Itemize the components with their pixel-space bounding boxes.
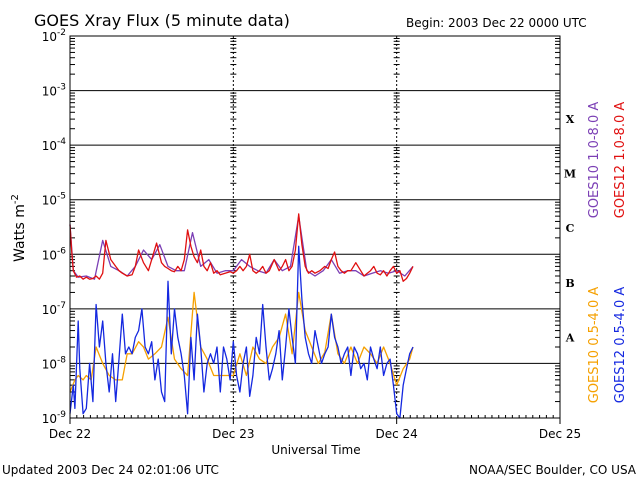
y-tick-label: 10-4 — [42, 137, 67, 153]
y-tick-exp: -7 — [57, 301, 66, 311]
y-axis-label-main: Watts m — [12, 204, 28, 262]
y-tick-label: 10-9 — [42, 410, 67, 426]
y-axis-label-exp: -2 — [10, 194, 21, 204]
chart-title: GOES Xray Flux (5 minute data) — [34, 11, 290, 30]
y-tick-base: 10 — [42, 85, 57, 99]
y-tick-exp: -2 — [57, 28, 66, 38]
series-line — [69, 215, 414, 280]
flare-class-labels: A B C M X — [564, 113, 576, 344]
plot-border — [69, 35, 561, 419]
y-tick-exp: -4 — [57, 137, 66, 147]
y-tick-label: 10-5 — [42, 192, 66, 208]
y-tick-base: 10 — [42, 30, 57, 44]
y-tick-label: 10-2 — [42, 28, 66, 44]
y-tick-base: 10 — [42, 412, 57, 426]
x-tick-label: Dec 22 — [49, 427, 91, 441]
y-tick-base: 10 — [42, 194, 57, 208]
y-tick-base: 10 — [42, 357, 57, 371]
y-tick-exp: -9 — [57, 410, 66, 420]
y-tick-label: 10-3 — [42, 83, 66, 99]
legend-entry: GOES12 0.5-4.0 A — [613, 287, 628, 404]
y-tick-exp: -3 — [57, 83, 66, 93]
y-tick-label: 10-8 — [42, 355, 67, 371]
credit: NOAA/SEC Boulder, CO USA — [469, 463, 637, 477]
legend-entry: GOES10 1.0-8.0 A — [587, 102, 602, 219]
updated-time: Updated 2003 Dec 24 02:01:06 UTC — [2, 463, 219, 477]
series-layer — [69, 213, 414, 419]
flare-class-label: C — [566, 222, 575, 235]
series-line — [69, 245, 414, 419]
legend-entry: GOES12 1.0-8.0 A — [613, 102, 628, 219]
y-tick-label: 10-7 — [42, 301, 66, 317]
x-tick-label: Dec 24 — [376, 427, 418, 441]
x-tick-label: Dec 23 — [212, 427, 254, 441]
y-tick-labels: 10-910-810-710-610-510-410-310-2 — [42, 28, 67, 426]
y-tick-base: 10 — [42, 139, 57, 153]
flare-class-label: B — [565, 277, 574, 290]
y-tick-exp: -8 — [57, 355, 66, 365]
y-tick-base: 10 — [42, 303, 57, 317]
plot-frame — [69, 35, 561, 424]
flare-class-label: X — [566, 113, 575, 126]
x-tick-label: Dec 25 — [539, 427, 581, 441]
series-line — [69, 213, 414, 282]
flare-class-label: A — [565, 331, 575, 344]
y-axis-label: Watts m-2 — [10, 194, 28, 262]
legend-entry: GOES10 0.5-4.0 A — [587, 287, 602, 404]
y-tick-exp: -5 — [57, 192, 66, 202]
y-tick-exp: -6 — [57, 246, 66, 256]
y-tick-base: 10 — [42, 248, 57, 262]
y-tick-label: 10-6 — [42, 246, 67, 262]
x-tick-labels: Dec 22 Dec 23 Dec 24 Dec 25 — [49, 427, 581, 441]
x-axis-label: Universal Time — [271, 443, 360, 457]
begin-time: Begin: 2003 Dec 22 0000 UTC — [406, 16, 587, 30]
plot-grid — [70, 35, 560, 419]
flare-class-label: M — [564, 168, 576, 181]
legend-right: GOES10 1.0-8.0 A GOES12 1.0-8.0 A GOES10 0… — [587, 102, 628, 404]
